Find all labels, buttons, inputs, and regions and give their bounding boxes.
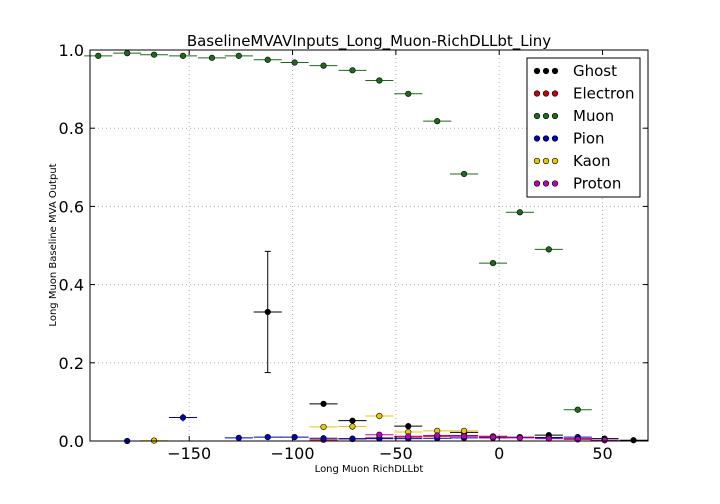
pion-point	[179, 414, 187, 421]
muon-point	[349, 67, 356, 74]
muon-point	[574, 406, 581, 413]
muon-point	[208, 54, 216, 61]
pion-point	[320, 435, 327, 442]
legend-marker-pion	[542, 135, 550, 142]
y-tick-label: 1.0	[59, 41, 84, 60]
muon-point	[489, 259, 497, 267]
x-tick-label: −100	[271, 444, 315, 463]
legend-marker-ghost	[533, 67, 541, 75]
legend-marker-muon	[542, 112, 550, 120]
kaon-point	[460, 427, 468, 434]
muon-point	[545, 246, 552, 253]
muon-point	[434, 118, 441, 125]
muon-point	[320, 62, 327, 69]
y-tick-label: 0.0	[59, 432, 84, 451]
ghost-point	[630, 437, 637, 444]
plot-area	[84, 50, 648, 445]
axes: −150 −100 −50 0 50 0.0 0.2 0.4 0.6 0.8 1.0	[59, 41, 648, 463]
muon-point	[179, 52, 187, 59]
legend-label-muon: Muon	[573, 107, 614, 125]
muon-point	[460, 170, 468, 178]
legend-marker-ghost	[551, 67, 559, 75]
muon-point	[150, 51, 158, 58]
muon-point	[264, 56, 271, 63]
y-tick-label: 0.2	[59, 354, 84, 373]
legend-label-pion: Pion	[573, 130, 605, 148]
x-tick-label: 0	[494, 444, 504, 463]
ghost-point	[405, 423, 412, 430]
x-axis-title: Long Muon RichDLLbt	[315, 464, 424, 475]
legend-marker-kaon	[551, 157, 559, 165]
proton-point	[405, 433, 412, 440]
pion-point	[291, 433, 298, 441]
y-tick-label: 0.6	[59, 197, 84, 216]
legend-marker-ghost	[542, 67, 550, 75]
legend-label-proton: Proton	[573, 175, 621, 193]
muon-point	[124, 50, 131, 57]
plot-frame	[89, 49, 649, 442]
legend-marker-pion	[551, 135, 559, 142]
muon-point	[405, 90, 412, 97]
legend-marker-pion	[533, 135, 541, 142]
muon-point	[235, 52, 242, 59]
legend-label-electron: Electron	[573, 85, 635, 103]
x-tick-label: 50	[592, 444, 612, 463]
proton-point	[601, 437, 608, 444]
pion-point	[264, 433, 271, 441]
legend: Ghost Electron Muon Pion Kaon Proton	[526, 57, 641, 198]
y-axis-title: Long Muon Baseline MVA Output	[48, 163, 59, 326]
proton-point	[376, 431, 383, 438]
legend-marker-electron	[551, 90, 559, 97]
series-proton	[365, 431, 619, 444]
legend-marker-muon	[551, 112, 559, 120]
ghost-point	[264, 308, 271, 316]
x-tick-label: −50	[379, 444, 413, 463]
muon-point	[376, 77, 383, 84]
kaon-point	[376, 412, 383, 420]
legend-marker-muon	[533, 112, 541, 120]
proton-point	[434, 432, 441, 439]
legend-marker-proton	[542, 180, 550, 187]
legend-marker-electron	[542, 90, 550, 97]
legend-marker-proton	[551, 180, 559, 187]
muon-point	[95, 52, 102, 59]
ghost-point	[320, 400, 327, 407]
x-tick-label: −150	[167, 444, 211, 463]
proton-point	[516, 434, 523, 441]
legend-marker-electron	[533, 90, 541, 97]
chart-title: BaselineMVAVInputs_Long_Muon-RichDLLbt_L…	[187, 32, 551, 51]
kaon-point	[349, 423, 356, 430]
series-muon	[84, 50, 592, 413]
muon-point	[291, 59, 298, 66]
proton-point	[489, 433, 497, 441]
legend-label-ghost: Ghost	[573, 62, 617, 80]
legend-marker-proton	[533, 180, 541, 187]
ghost-point	[349, 417, 356, 424]
legend-frame	[526, 57, 641, 198]
muon-point	[516, 209, 523, 216]
kaon-point	[320, 423, 327, 431]
y-tick-label: 0.8	[59, 119, 84, 138]
series-ghost	[253, 250, 648, 444]
legend-label-kaon: Kaon	[573, 152, 610, 170]
y-tick-label: 0.4	[59, 276, 84, 295]
legend-marker-kaon	[542, 157, 550, 165]
proton-point	[460, 433, 468, 440]
legend-marker-kaon	[533, 157, 541, 165]
pion-point	[235, 434, 242, 441]
